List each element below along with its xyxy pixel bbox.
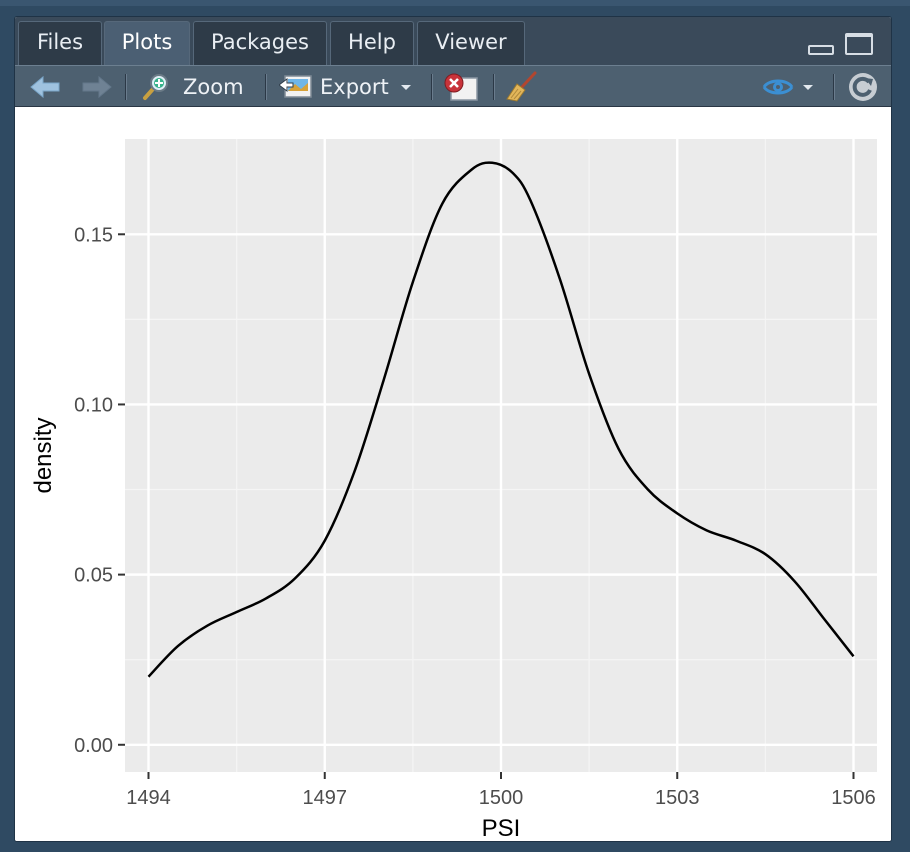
magnifier-plus-icon xyxy=(143,74,168,100)
y-tick-label: 0.05 xyxy=(74,565,113,587)
axis-ticks xyxy=(118,233,855,779)
grid-major xyxy=(125,139,877,772)
export-label: Export xyxy=(320,75,389,99)
remove-plot-icon xyxy=(444,73,478,101)
density-plot: 1494 1497 1500 1503 1506 0.00 0.05 0.10 0.15 PSI… xyxy=(30,139,877,842)
maximize-icon[interactable] xyxy=(845,33,873,55)
refresh-button[interactable] xyxy=(847,66,883,108)
forward-button[interactable] xyxy=(81,66,115,108)
y-tick-label: 0.00 xyxy=(74,735,113,757)
export-button[interactable]: Export xyxy=(279,66,429,108)
plot-toolbar: Zoom Export xyxy=(15,65,891,108)
arrow-right-icon xyxy=(82,75,112,99)
refresh-icon xyxy=(849,73,877,101)
toolbar-separator xyxy=(265,74,267,100)
tab-viewer[interactable]: Viewer xyxy=(417,21,525,65)
x-tick-label: 1497 xyxy=(303,787,348,809)
zoom-label: Zoom xyxy=(183,75,244,99)
toolbar-separator xyxy=(431,74,433,100)
arrow-left-icon xyxy=(30,75,60,99)
clear-plots-button[interactable] xyxy=(505,66,545,108)
minimize-icon[interactable] xyxy=(808,45,834,55)
y-axis-title: density xyxy=(30,417,57,493)
tab-plots[interactable]: Plots xyxy=(104,21,190,65)
plots-pane: Files Plots Packages Help Viewer xyxy=(14,16,892,842)
plot-area: 1494 1497 1500 1503 1506 0.00 0.05 0.10 0.15 PSI… xyxy=(15,107,891,842)
publish-icon xyxy=(762,79,794,95)
density-curve xyxy=(147,161,855,678)
tab-bar: Files Plots Packages Help Viewer xyxy=(15,17,891,65)
x-tick-label: 1503 xyxy=(655,787,700,809)
x-tick-label: 1506 xyxy=(831,787,876,809)
toolbar-separator xyxy=(833,74,835,100)
y-tick-label: 0.15 xyxy=(74,224,113,246)
chevron-down-icon xyxy=(803,84,813,90)
tab-help[interactable]: Help xyxy=(330,21,414,65)
broom-icon xyxy=(506,71,537,102)
publish-button[interactable] xyxy=(761,66,821,108)
tab-files[interactable]: Files xyxy=(18,21,102,65)
x-tick-label: 1494 xyxy=(126,787,171,809)
toolbar-separator xyxy=(493,74,495,100)
y-tick-label: 0.10 xyxy=(74,394,113,416)
export-image-icon xyxy=(279,75,312,98)
tab-packages[interactable]: Packages xyxy=(193,21,327,65)
zoom-button[interactable]: Zoom xyxy=(141,66,251,108)
window-top-strip xyxy=(0,0,910,6)
x-tick-label: 1500 xyxy=(479,787,524,809)
toolbar-separator xyxy=(125,74,127,100)
remove-plot-button[interactable] xyxy=(443,66,483,108)
back-button[interactable] xyxy=(29,66,63,108)
tick-labels: 1494 1497 1500 1503 1506 0.00 0.05 0.10 0.15 xyxy=(74,224,876,809)
chevron-down-icon xyxy=(400,84,411,90)
x-axis-title: PSI xyxy=(482,815,521,842)
